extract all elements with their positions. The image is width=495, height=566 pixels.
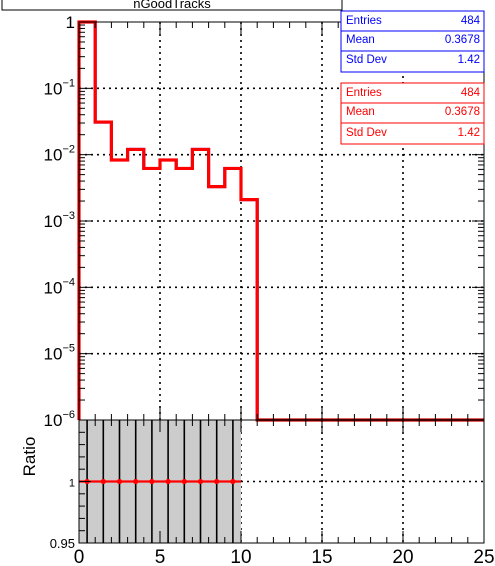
y-tick-label: 1 <box>66 13 75 32</box>
ratio-point <box>214 478 220 485</box>
ratio-point <box>149 478 155 485</box>
mean-value: 0.3678 <box>445 106 480 118</box>
std-dev-label: Std Dev <box>346 127 387 139</box>
title-box: nGoodTracks <box>1 0 343 11</box>
mean-label: Mean <box>346 34 375 46</box>
ratio-y-tick-label: 1 <box>69 478 75 490</box>
mean-label: Mean <box>346 106 375 118</box>
stats-box-red: Entries 484 Mean 0.3678 Std Dev 1.42 <box>340 82 485 145</box>
x-tick-label: 20 <box>392 547 413 566</box>
y-tick-label: 10−2 <box>44 144 75 165</box>
histogram-series-red <box>77 20 484 422</box>
top-grid <box>79 22 484 420</box>
std-dev-value: 1.42 <box>458 127 480 139</box>
std-dev-label: Std Dev <box>346 54 387 66</box>
mean-value: 0.3678 <box>445 34 480 46</box>
ratio-point <box>181 478 187 485</box>
ratio-point <box>197 478 204 485</box>
ratio-point <box>116 478 123 485</box>
entries-value: 484 <box>461 87 481 99</box>
ratio-point <box>230 478 236 485</box>
x-tick-label: 25 <box>473 547 494 566</box>
entries-value: 484 <box>461 15 481 27</box>
ratio-y-tick-label: 0.95 <box>50 536 75 551</box>
ratio-points <box>79 420 241 543</box>
stats-box-blue: Entries 484 Mean 0.3678 Std Dev 1.42 <box>340 10 485 73</box>
std-dev-value: 1.42 <box>458 54 480 66</box>
y-tick-label: 10−6 <box>44 409 75 430</box>
y-tick-label: 10−1 <box>44 77 75 98</box>
ratio-point <box>165 478 171 485</box>
y-tick-label: 10−4 <box>44 276 75 297</box>
entries-label: Entries <box>346 87 382 99</box>
x-tick-label: 15 <box>311 547 332 566</box>
y-tick-label: 10−5 <box>44 343 75 364</box>
ratio-point <box>133 478 139 485</box>
ratio-point <box>100 478 106 485</box>
x-tick-label: 0 <box>74 547 85 566</box>
ratio-axis-label: Ratio <box>20 437 39 477</box>
y-tick-label: 10−3 <box>44 210 75 231</box>
x-tick-label: 10 <box>230 547 251 566</box>
entries-label: Entries <box>346 15 382 27</box>
chart-title: nGoodTracks <box>133 0 211 11</box>
x-tick-label: 5 <box>155 547 166 566</box>
